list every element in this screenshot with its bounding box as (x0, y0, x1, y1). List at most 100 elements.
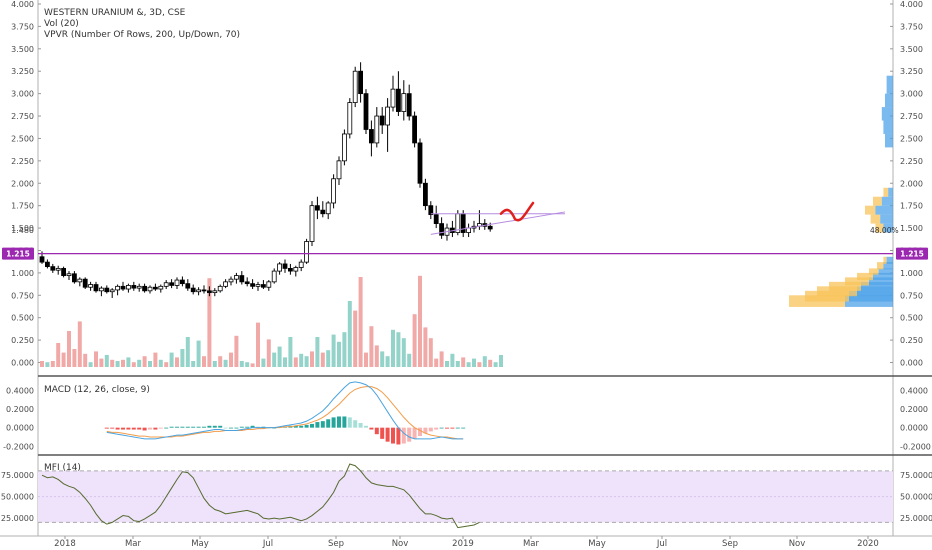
candle-down (417, 142, 423, 184)
volume-bar (472, 358, 476, 367)
y-tick-label-left: 0.500 (11, 314, 34, 323)
macd-histogram-bar (315, 422, 320, 428)
volume-bar (331, 334, 336, 367)
candle-down (412, 115, 418, 144)
y-tick-label-right: 2.750 (900, 112, 923, 121)
volume-bar (434, 358, 439, 367)
volume-bar (142, 356, 147, 367)
macd-histogram-bar (310, 423, 314, 428)
volume-bar (137, 359, 142, 367)
y-tick-label-right: 1.500 (900, 224, 923, 233)
candle-down (120, 285, 126, 290)
volume-bar (445, 361, 449, 367)
triangle-bottom-line (430, 211, 566, 235)
macd-histogram-bar (342, 416, 347, 428)
volume-bar (364, 352, 368, 367)
volume-bar (115, 361, 120, 367)
candle-up (293, 267, 299, 272)
volume-bar (315, 337, 320, 367)
macd-histogram-bar (245, 426, 250, 428)
vpvr-down-bar (878, 268, 893, 275)
y-tick-label-right: 1.000 (900, 269, 923, 278)
macd-tick-label-right: 0.4000 (900, 386, 928, 395)
macd-histogram-bar (412, 427, 417, 439)
mfi-tick-label-right: 25.0000 (900, 514, 932, 523)
candle-down (314, 205, 320, 211)
volume-bar (121, 359, 125, 367)
price-level-label-left: 1.215 (6, 250, 30, 259)
macd-histogram-bar (439, 427, 444, 429)
volume-bar (439, 351, 444, 367)
macd-histogram-bar (164, 427, 169, 429)
macd-histogram-bar (293, 425, 298, 428)
macd-histogram-bar (239, 426, 244, 428)
y-tick-label-left: 2.250 (11, 157, 34, 166)
volume-bar (428, 338, 433, 367)
macd-histogram-bar (218, 425, 223, 428)
macd-histogram-bar (110, 427, 115, 429)
volume-bar (56, 343, 61, 367)
volume-bar (191, 361, 196, 367)
price-level-label-right: 1.215 (900, 250, 924, 259)
vpvr-down-bar (886, 75, 893, 94)
macd-histogram-bar (158, 427, 163, 429)
volume-bar (196, 340, 201, 367)
vpvr-down-bar (881, 196, 893, 206)
x-tick-label: Nov (392, 539, 409, 549)
candle-up (266, 281, 272, 288)
vpvr-up-bar (877, 262, 884, 270)
macd-histogram-bar (153, 427, 158, 430)
y-tick-label-right: 0.500 (900, 314, 923, 323)
candle-down (250, 283, 256, 287)
candle-down (50, 266, 56, 271)
volume-bar (180, 349, 185, 367)
volume-bar (407, 353, 412, 367)
macd-histogram-bar (461, 427, 466, 429)
volume-bar (320, 352, 325, 367)
y-tick-label-right: 3.500 (900, 45, 923, 54)
macd-histogram-bar (207, 425, 212, 428)
candle-up (126, 285, 131, 290)
macd-histogram-bar (169, 426, 174, 428)
volume-bar (299, 353, 304, 367)
volume-bar (67, 331, 71, 367)
volume-bar (218, 356, 223, 367)
volume-bar (158, 359, 163, 367)
macd-histogram-bar (364, 425, 368, 428)
candle-up (223, 281, 229, 287)
macd-tick-label-right: 0.0000 (900, 424, 928, 433)
chart-title: WESTERN URANIUM &, 3D, CSE (44, 8, 186, 18)
candle-down (282, 263, 288, 269)
macd-histogram-bar (385, 427, 390, 442)
volume-bar (207, 278, 212, 367)
candle-up (147, 286, 153, 292)
y-tick-label-left: 2.750 (11, 112, 34, 121)
mfi-tick-label-right: 75.0000 (900, 471, 932, 480)
candle-down (179, 279, 185, 285)
candle-up (347, 102, 353, 135)
candle-up (336, 160, 342, 180)
macd-histogram-bar (104, 427, 109, 429)
macd-histogram-bar (121, 427, 125, 430)
volume-bar (401, 338, 406, 367)
volume-bar (229, 352, 233, 367)
vpvr-down-bar (869, 277, 893, 286)
y-tick-label-right: 3.000 (900, 90, 923, 99)
candle-up (374, 115, 380, 144)
y-tick-label-right: 4.000 (900, 0, 923, 9)
volume-bar (288, 337, 293, 367)
vpvr-down-bar (883, 262, 893, 270)
macd-histogram-bar (148, 427, 152, 430)
candle-down (206, 290, 212, 294)
candle-up (109, 289, 115, 293)
volume-bar (380, 351, 385, 367)
volume-bar (423, 327, 428, 367)
volume-bar (272, 352, 277, 367)
candle-down (93, 284, 99, 292)
volume-bar (202, 356, 206, 367)
y-tick-label-right: 3.750 (900, 22, 923, 31)
candle-up (99, 287, 104, 292)
candle-up (304, 241, 310, 263)
x-tick-label: Jul (656, 539, 667, 549)
